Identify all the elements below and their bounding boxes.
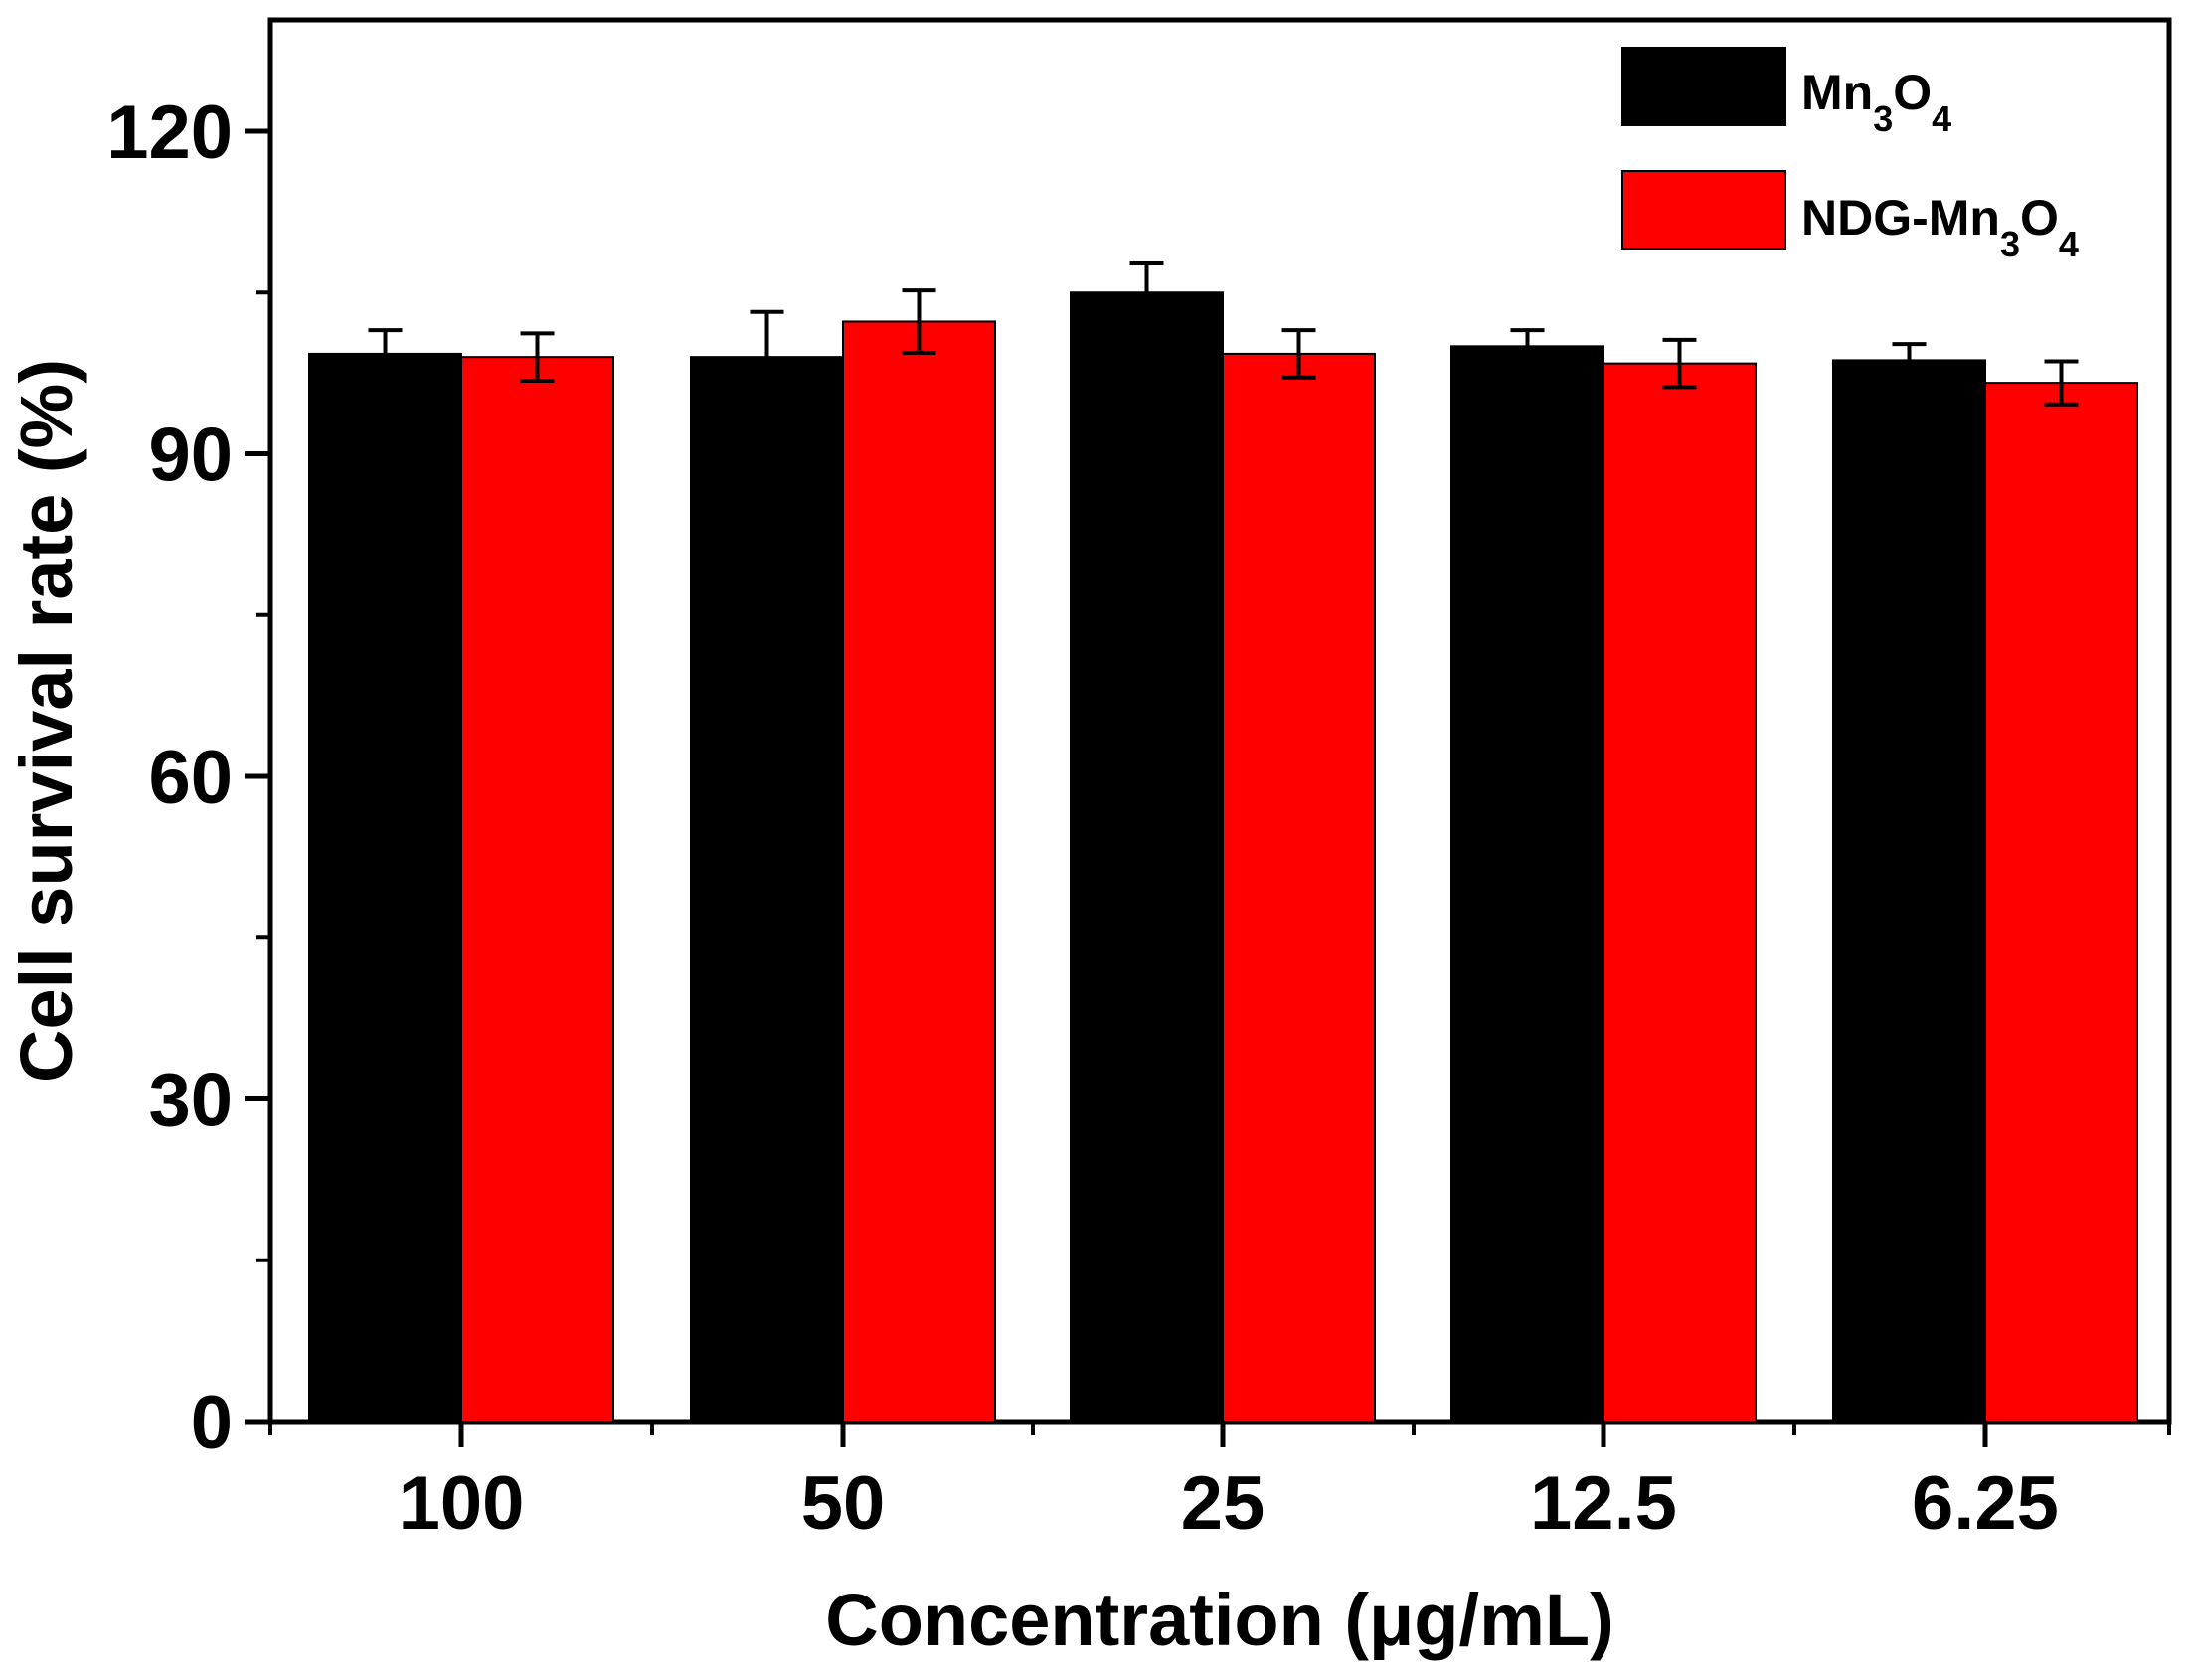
x-axis-title: Concentration (μg/mL): [825, 1579, 1613, 1661]
bar: [308, 352, 462, 1423]
x-tick-label: 6.25: [1912, 1461, 2059, 1546]
y-tick-label: 30: [148, 1059, 233, 1143]
y-tick-label: 0: [191, 1381, 233, 1465]
x-tick-label: 12.5: [1530, 1461, 1677, 1546]
y-tick-label: 60: [148, 736, 233, 820]
bar: [1984, 382, 2138, 1423]
legend-swatch-mn3o4: [1621, 47, 1786, 126]
y-tick-label: 90: [148, 414, 233, 498]
bar: [1603, 362, 1757, 1423]
bars-group: [308, 261, 2138, 1424]
legend-label-mn3o4: Mn3O4: [1801, 65, 1951, 139]
x-axis: 100 50 25 12.5 6.25: [268, 1422, 2171, 1546]
legend-label-ndg-mn3o4: NDG-Mn3O4: [1801, 190, 2079, 264]
legend-swatch-ndg-mn3o4: [1621, 170, 1786, 250]
bar: [690, 356, 844, 1423]
y-axis-title: Cell survival rate (%): [5, 359, 87, 1083]
y-axis: 0 30 60 90 120: [106, 90, 270, 1465]
bar: [842, 320, 996, 1424]
bar: [1070, 291, 1224, 1423]
bar: [1222, 352, 1376, 1423]
bar: [1832, 359, 1986, 1423]
y-tick-label: 120: [106, 90, 233, 175]
bar: [460, 356, 614, 1423]
plot-area: 0 30 60 90 120 100 50 25 12.5 6.25: [106, 17, 2172, 1546]
x-tick-label: 25: [1181, 1461, 1265, 1546]
legend: Mn3O4 NDG-Mn3O4: [1621, 47, 2079, 264]
x-tick-label: 100: [399, 1461, 525, 1546]
bar: [1450, 345, 1604, 1423]
x-tick-label: 50: [801, 1461, 886, 1546]
